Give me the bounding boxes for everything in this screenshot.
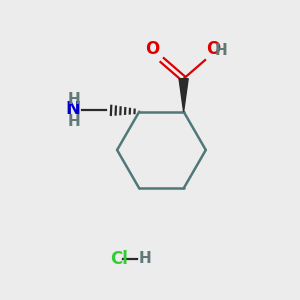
Text: H: H: [68, 92, 80, 107]
Text: N: N: [66, 100, 81, 118]
Text: O: O: [206, 40, 221, 58]
Polygon shape: [179, 79, 188, 112]
Text: H: H: [139, 251, 151, 266]
Text: Cl: Cl: [110, 250, 128, 268]
Text: H: H: [214, 43, 227, 58]
Text: H: H: [68, 113, 80, 128]
Text: O: O: [146, 40, 160, 58]
